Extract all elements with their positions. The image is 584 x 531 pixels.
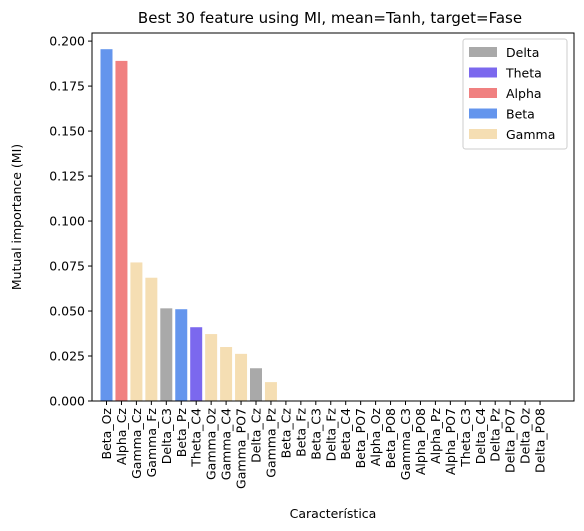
legend-swatch-beta — [469, 108, 497, 119]
bar-theta-c4 — [190, 327, 203, 401]
x-tick-label: Delta_Pz — [488, 408, 503, 462]
y-tick-label: 0.200 — [49, 34, 85, 49]
x-tick-label: Theta_C4 — [189, 408, 204, 468]
x-tick-label: Beta_PO8 — [383, 408, 398, 468]
y-tick-label: 0.025 — [49, 349, 85, 364]
legend-swatch-theta — [469, 67, 497, 78]
x-tick-label: Alpha_Cz — [114, 408, 129, 466]
x-tick-label: Gamma_Pz — [263, 408, 278, 478]
x-tick-label: Delta_PO7 — [503, 408, 518, 473]
x-tick-label: Beta_C3 — [308, 408, 323, 460]
y-tick-label: 0.075 — [49, 259, 85, 274]
x-tick-label: Beta_Fz — [293, 408, 308, 457]
x-tick-label: Gamma_Fz — [144, 408, 159, 478]
x-tick-label: Gamma_Cz — [129, 408, 144, 479]
y-tick-label: 0.050 — [49, 304, 85, 319]
x-tick-label: Alpha_Oz — [368, 408, 383, 467]
legend-swatch-alpha — [469, 88, 497, 98]
x-tick-label: Delta_Fz — [323, 408, 338, 462]
legend-swatch-delta — [469, 47, 497, 57]
legend-label-delta: Delta — [506, 45, 539, 60]
x-tick-label: Beta_Cz — [278, 408, 293, 459]
x-tick-label: Delta_C3 — [159, 408, 174, 464]
x-axis-label: Característica — [290, 506, 377, 521]
x-tick-label: Beta_C4 — [338, 408, 353, 460]
bar-gamma-cz — [130, 262, 143, 401]
legend: Delta Theta Alpha Beta Gamma — [462, 38, 568, 150]
bar-gamma-oz — [205, 334, 218, 401]
bar-gamma-pz — [264, 382, 277, 401]
x-tick-label: Gamma_PO7 — [234, 408, 249, 489]
x-tick-label: Delta_Oz — [518, 408, 533, 464]
legend-label-gamma: Gamma — [506, 127, 555, 142]
bar-gamma-fz — [145, 277, 158, 401]
y-tick-label: 0.150 — [49, 124, 85, 139]
bar-alpha-cz — [115, 60, 128, 401]
x-tick-label: Delta_C4 — [473, 408, 488, 464]
x-tick-label: Beta_Pz — [174, 408, 189, 458]
y-axis-label: Mutual importance (MI) — [9, 144, 24, 290]
x-tick-label: Gamma_C4 — [219, 408, 234, 480]
x-tick-label: Beta_PO7 — [353, 408, 368, 468]
legend-swatch-gamma — [469, 129, 497, 139]
y-tick-label: 0.000 — [49, 394, 85, 409]
x-tick-label: Alpha_PO7 — [443, 408, 458, 475]
x-tick-label: Alpha_Pz — [428, 408, 443, 464]
bar-gamma-po7 — [235, 353, 248, 401]
bar-gamma-c4 — [220, 347, 233, 401]
legend-label-theta: Theta — [505, 66, 542, 81]
y-tick-label: 0.125 — [49, 169, 85, 184]
x-tick-label: Gamma_C3 — [398, 408, 413, 480]
x-tick-label: Beta_Oz — [99, 408, 114, 460]
x-tick-label: Theta_C3 — [458, 408, 473, 468]
x-tick-label: Gamma_Oz — [204, 408, 219, 480]
legend-label-beta: Beta — [506, 107, 535, 122]
bar-beta-oz — [100, 49, 113, 401]
plot-frame — [91, 32, 575, 402]
bar-delta-cz — [250, 368, 262, 401]
y-tick-label: 0.175 — [49, 79, 85, 94]
legend-box — [462, 38, 568, 150]
bar-delta-c3 — [160, 308, 173, 401]
y-tick-label: 0.100 — [49, 214, 85, 229]
x-tick-label: Delta_PO8 — [533, 408, 548, 473]
chart-title: Best 30 feature using MI, mean=Tanh, tar… — [138, 9, 522, 27]
y-axis: 0.000 0.025 0.050 0.075 0.100 0.125 0.150 0.175… — [49, 34, 92, 409]
bar-beta-pz — [175, 309, 188, 401]
legend-label-alpha: Alpha — [506, 86, 542, 101]
x-axis: Beta_Oz Alpha_Cz Gamma_Cz Gamma_Fz Delta_C3 B… — [99, 401, 548, 489]
x-tick-label: Alpha_PO8 — [413, 408, 428, 475]
x-tick-label: Delta_Cz — [249, 408, 264, 463]
bars-group — [100, 49, 277, 401]
